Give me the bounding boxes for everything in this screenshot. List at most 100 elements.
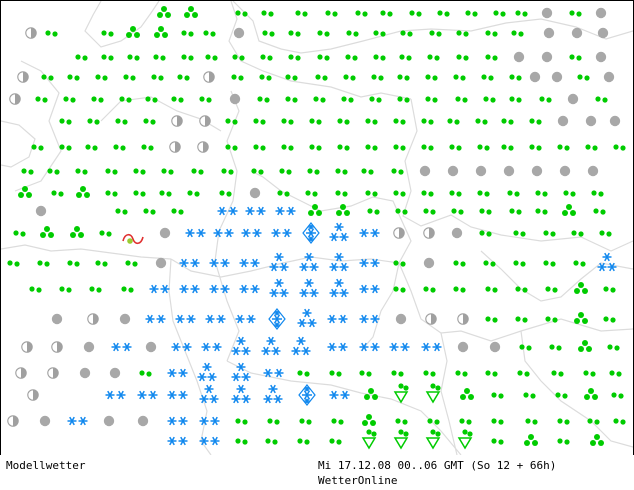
snow-icon: [359, 258, 380, 268]
snow-3-icon: [263, 384, 283, 404]
rain-showers-icon: [524, 434, 538, 446]
drizzle-icon: [380, 10, 393, 17]
drizzle-icon: [577, 74, 590, 81]
drizzle-icon: [557, 438, 570, 445]
snow-3-icon: [269, 252, 289, 272]
border-line: [1, 244, 172, 260]
drizzle-icon: [115, 118, 128, 125]
drizzle-icon: [171, 208, 184, 215]
drizzle-icon: [449, 190, 462, 197]
overcast-icon: [529, 71, 541, 83]
snow-icon: [213, 228, 234, 238]
overcast-icon: [543, 27, 555, 39]
drizzle-icon: [449, 144, 462, 151]
border-line: [170, 256, 400, 278]
drizzle-icon: [187, 190, 200, 197]
model-label: Modellwetter: [6, 459, 86, 472]
partly-cloudy-icon: [423, 227, 435, 239]
drizzle-icon: [603, 286, 616, 293]
snow-3-icon: [299, 252, 319, 272]
border-line: [84, 1, 160, 48]
border-line: [214, 90, 240, 362]
snow-icon: [137, 390, 158, 400]
snow-icon: [105, 390, 126, 400]
drizzle-icon: [485, 30, 498, 37]
front-marker: [122, 233, 144, 245]
drizzle-icon: [261, 10, 274, 17]
drizzle-icon: [101, 30, 114, 37]
overcast-icon: [159, 227, 171, 239]
rain-showers-icon: [362, 414, 376, 426]
drizzle-icon: [341, 96, 354, 103]
drizzle-icon: [393, 286, 406, 293]
overcast-icon: [79, 367, 91, 379]
snow-icon: [359, 342, 380, 352]
drizzle-icon: [59, 118, 72, 125]
drizzle-icon: [477, 190, 490, 197]
drizzle-icon: [613, 144, 626, 151]
snow-icon: [145, 314, 166, 324]
drizzle-icon: [369, 96, 382, 103]
drizzle-icon: [501, 144, 514, 151]
drizzle-icon: [309, 144, 322, 151]
drizzle-icon: [281, 144, 294, 151]
drizzle-icon: [535, 208, 548, 215]
snow-icon: [421, 342, 442, 352]
drizzle-icon: [89, 286, 102, 293]
drizzle-icon: [395, 418, 408, 425]
drizzle-icon: [365, 190, 378, 197]
drizzle-icon: [543, 230, 556, 237]
drizzle-icon: [400, 30, 413, 37]
partly-cloudy-icon: [7, 415, 19, 427]
overcast-icon: [39, 415, 51, 427]
drizzle-icon: [221, 168, 234, 175]
drizzle-icon: [143, 208, 156, 215]
drizzle-icon: [485, 316, 498, 323]
drizzle-icon: [281, 118, 294, 125]
drizzle-icon: [513, 230, 526, 237]
drizzle-icon: [329, 438, 342, 445]
border-line: [226, 360, 462, 455]
partly-cloudy-icon: [197, 141, 209, 153]
partly-cloudy-icon: [199, 115, 211, 127]
drizzle-icon: [159, 190, 172, 197]
overcast-icon: [249, 187, 261, 199]
drizzle-icon: [31, 144, 44, 151]
rain-showers-icon: [574, 312, 588, 324]
overcast-icon: [229, 93, 241, 105]
overcast-icon: [457, 341, 469, 353]
drizzle-icon: [277, 190, 290, 197]
drizzle-icon: [539, 96, 552, 103]
drizzle-icon: [569, 10, 582, 17]
drizzle-icon: [251, 168, 264, 175]
snow-icon: [175, 314, 196, 324]
drizzle-icon: [447, 118, 460, 125]
drizzle-icon: [295, 10, 308, 17]
overcast-icon: [551, 71, 563, 83]
drizzle-icon: [391, 370, 404, 377]
drizzle-icon: [477, 144, 490, 151]
partly-cloudy-icon: [457, 313, 469, 325]
border-line: [14, 60, 62, 192]
border-line: [1, 120, 36, 168]
drizzle-icon: [219, 190, 232, 197]
drizzle-icon: [331, 418, 344, 425]
drizzle-icon: [113, 144, 126, 151]
overcast-icon: [609, 115, 621, 127]
drizzle-icon: [101, 54, 114, 61]
drizzle-icon: [235, 438, 248, 445]
drizzle-icon: [545, 316, 558, 323]
drizzle-icon: [429, 30, 442, 37]
drizzle-icon: [67, 260, 80, 267]
drizzle-icon: [421, 118, 434, 125]
drizzle-icon: [365, 118, 378, 125]
border-line: [250, 170, 412, 264]
border-line: [402, 98, 633, 252]
snow-3-icon: [329, 252, 349, 272]
snow-icon: [179, 284, 200, 294]
overcast-icon: [595, 51, 607, 63]
drizzle-icon: [425, 74, 438, 81]
drizzle-icon: [393, 260, 406, 267]
drizzle-icon: [37, 260, 50, 267]
drizzle-icon: [59, 144, 72, 151]
